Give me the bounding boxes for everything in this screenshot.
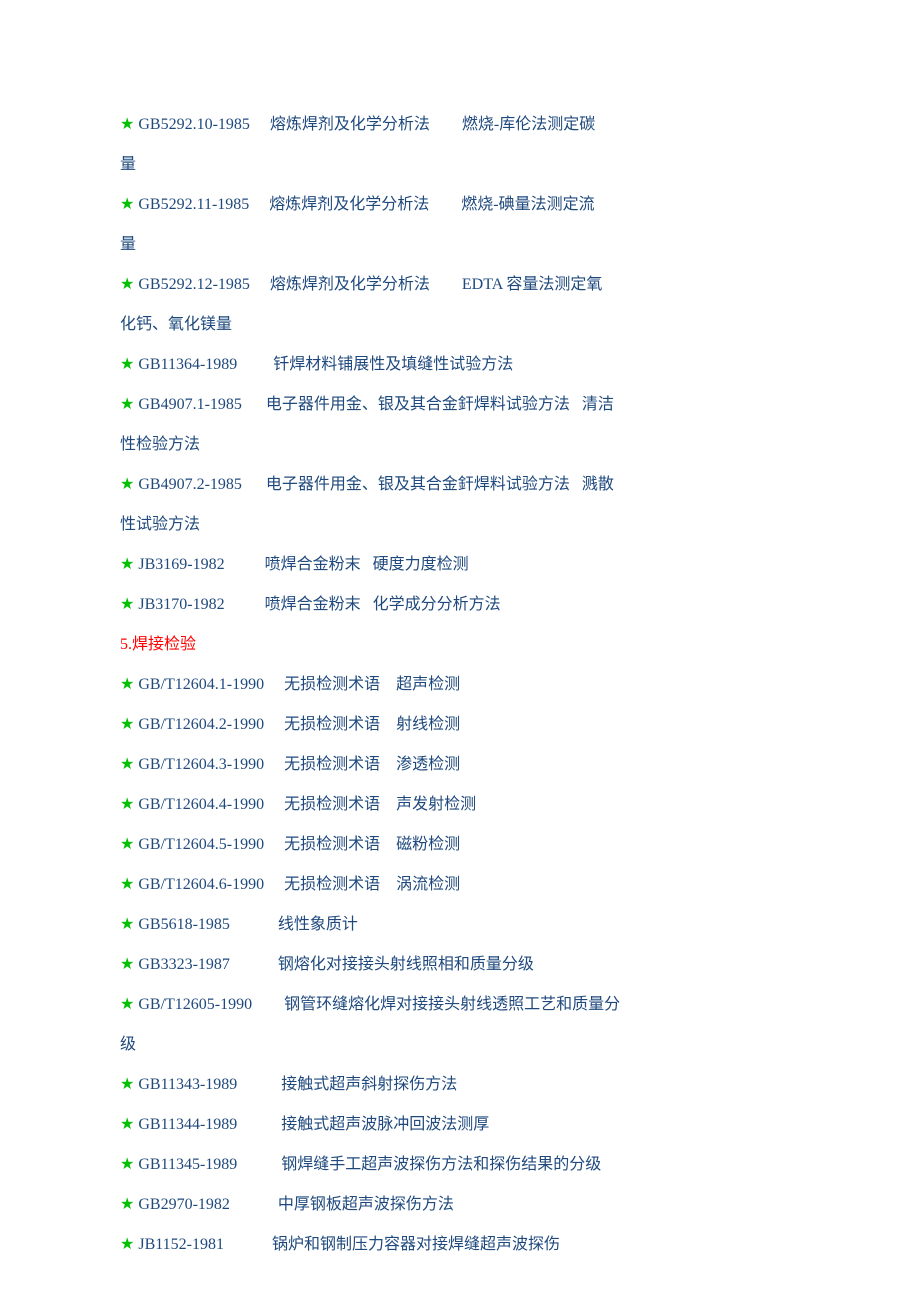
entry-text: GB5292.10-1985 熔炼焊剂及化学分析法 燃烧-库伦法测定碳 bbox=[134, 116, 595, 133]
standard-entry: ★ GB2970-1982 中厚钢板超声波探伤方法 bbox=[120, 1185, 800, 1225]
star-icon: ★ bbox=[120, 956, 134, 973]
entry-text: GB/T12604.2-1990 无损检测术语 射线检测 bbox=[134, 716, 460, 733]
entry-text: JB3169-1982 喷焊合金粉末 硬度力度检测 bbox=[134, 556, 468, 573]
standard-entry: ★ JB1152-1981 锅炉和钢制压力容器对接焊缝超声波探伤 bbox=[120, 1225, 800, 1265]
star-icon: ★ bbox=[120, 116, 134, 133]
standard-entry: ★ JB3169-1982 喷焊合金粉末 硬度力度检测 bbox=[120, 545, 800, 585]
entry-text: JB3170-1982 喷焊合金粉末 化学成分分析方法 bbox=[134, 596, 500, 613]
star-icon: ★ bbox=[120, 836, 134, 853]
entry-text: GB3323-1987 钢熔化对接接头射线照相和质量分级 bbox=[134, 956, 534, 973]
continuation-line: 性检验方法 bbox=[120, 425, 800, 465]
star-icon: ★ bbox=[120, 1116, 134, 1133]
standard-entry: ★ GB/T12604.1-1990 无损检测术语 超声检测 bbox=[120, 665, 800, 705]
document-page: ★ GB5292.10-1985 熔炼焊剂及化学分析法 燃烧-库伦法测定碳量★ … bbox=[0, 0, 920, 1302]
star-icon: ★ bbox=[120, 1076, 134, 1093]
entry-text: GB2970-1982 中厚钢板超声波探伤方法 bbox=[134, 1196, 454, 1213]
standard-entry: ★ GB11345-1989 钢焊缝手工超声波探伤方法和探伤结果的分级 bbox=[120, 1145, 800, 1185]
star-icon: ★ bbox=[120, 1156, 134, 1173]
standard-entry: ★ GB5292.11-1985 熔炼焊剂及化学分析法 燃烧-碘量法测定流 bbox=[120, 185, 800, 225]
continuation-line: 级 bbox=[120, 1025, 800, 1065]
standard-entry: ★ GB4907.2-1985 电子器件用金、银及其合金釬焊料试验方法 溅散 bbox=[120, 465, 800, 505]
star-icon: ★ bbox=[120, 716, 134, 733]
standard-entry: ★ GB11364-1989 钎焊材料铺展性及填缝性试验方法 bbox=[120, 345, 800, 385]
standard-entry: ★ GB/T12605-1990 钢管环缝熔化焊对接接头射线透照工艺和质量分 bbox=[120, 985, 800, 1025]
section-heading: 5.焊接检验 bbox=[120, 625, 800, 665]
star-icon: ★ bbox=[120, 196, 134, 213]
star-icon: ★ bbox=[120, 1196, 134, 1213]
star-icon: ★ bbox=[120, 876, 134, 893]
standard-entry: ★ GB/T12604.4-1990 无损检测术语 声发射检测 bbox=[120, 785, 800, 825]
entry-text: GB4907.2-1985 电子器件用金、银及其合金釬焊料试验方法 溅散 bbox=[134, 476, 614, 493]
continuation-line: 性试验方法 bbox=[120, 505, 800, 545]
standard-entry: ★ GB/T12604.3-1990 无损检测术语 渗透检测 bbox=[120, 745, 800, 785]
standard-entry: ★ GB3323-1987 钢熔化对接接头射线照相和质量分级 bbox=[120, 945, 800, 985]
continuation-line: 量 bbox=[120, 225, 800, 265]
standard-entry: ★ GB/T12604.5-1990 无损检测术语 磁粉检测 bbox=[120, 825, 800, 865]
star-icon: ★ bbox=[120, 796, 134, 813]
standard-entry: ★ GB5292.10-1985 熔炼焊剂及化学分析法 燃烧-库伦法测定碳 bbox=[120, 105, 800, 145]
star-icon: ★ bbox=[120, 596, 134, 613]
standard-entry: ★ GB5618-1985 线性象质计 bbox=[120, 905, 800, 945]
entry-text: GB5618-1985 线性象质计 bbox=[134, 916, 358, 933]
continuation-line: 化钙、氧化镁量 bbox=[120, 305, 800, 345]
entry-text: GB/T12604.5-1990 无损检测术语 磁粉检测 bbox=[134, 836, 460, 853]
entry-text: GB4907.1-1985 电子器件用金、银及其合金釬焊料试验方法 清洁 bbox=[134, 396, 614, 413]
star-icon: ★ bbox=[120, 756, 134, 773]
star-icon: ★ bbox=[120, 916, 134, 933]
star-icon: ★ bbox=[120, 276, 134, 293]
standard-entry: ★ GB4907.1-1985 电子器件用金、银及其合金釬焊料试验方法 清洁 bbox=[120, 385, 800, 425]
standard-entry: ★ GB/T12604.6-1990 无损检测术语 涡流检测 bbox=[120, 865, 800, 905]
entry-text: GB/T12604.6-1990 无损检测术语 涡流检测 bbox=[134, 876, 460, 893]
entry-text: GB/T12604.4-1990 无损检测术语 声发射检测 bbox=[134, 796, 476, 813]
entry-text: GB11364-1989 钎焊材料铺展性及填缝性试验方法 bbox=[134, 356, 513, 373]
standard-entry: ★ JB3170-1982 喷焊合金粉末 化学成分分析方法 bbox=[120, 585, 800, 625]
continuation-line: 量 bbox=[120, 145, 800, 185]
entry-text: GB11343-1989 接触式超声斜射探伤方法 bbox=[134, 1076, 457, 1093]
standard-entry: ★ GB/T12604.2-1990 无损检测术语 射线检测 bbox=[120, 705, 800, 745]
star-icon: ★ bbox=[120, 1236, 134, 1253]
entry-text: GB/T12604.3-1990 无损检测术语 渗透检测 bbox=[134, 756, 460, 773]
star-icon: ★ bbox=[120, 676, 134, 693]
standard-entry: ★ GB11344-1989 接触式超声波脉冲回波法测厚 bbox=[120, 1105, 800, 1145]
star-icon: ★ bbox=[120, 996, 134, 1013]
standard-entry: ★ GB11343-1989 接触式超声斜射探伤方法 bbox=[120, 1065, 800, 1105]
entry-text: GB5292.11-1985 熔炼焊剂及化学分析法 燃烧-碘量法测定流 bbox=[134, 196, 594, 213]
entry-text: GB11345-1989 钢焊缝手工超声波探伤方法和探伤结果的分级 bbox=[134, 1156, 601, 1173]
star-icon: ★ bbox=[120, 396, 134, 413]
entry-text: GB/T12604.1-1990 无损检测术语 超声检测 bbox=[134, 676, 460, 693]
star-icon: ★ bbox=[120, 476, 134, 493]
star-icon: ★ bbox=[120, 556, 134, 573]
standard-entry: ★ GB5292.12-1985 熔炼焊剂及化学分析法 EDTA 容量法测定氧 bbox=[120, 265, 800, 305]
entry-text: JB1152-1981 锅炉和钢制压力容器对接焊缝超声波探伤 bbox=[134, 1236, 560, 1253]
entry-text: GB5292.12-1985 熔炼焊剂及化学分析法 EDTA 容量法测定氧 bbox=[134, 276, 602, 293]
entry-text: GB11344-1989 接触式超声波脉冲回波法测厚 bbox=[134, 1116, 489, 1133]
entry-text: GB/T12605-1990 钢管环缝熔化焊对接接头射线透照工艺和质量分 bbox=[134, 996, 620, 1013]
star-icon: ★ bbox=[120, 356, 134, 373]
